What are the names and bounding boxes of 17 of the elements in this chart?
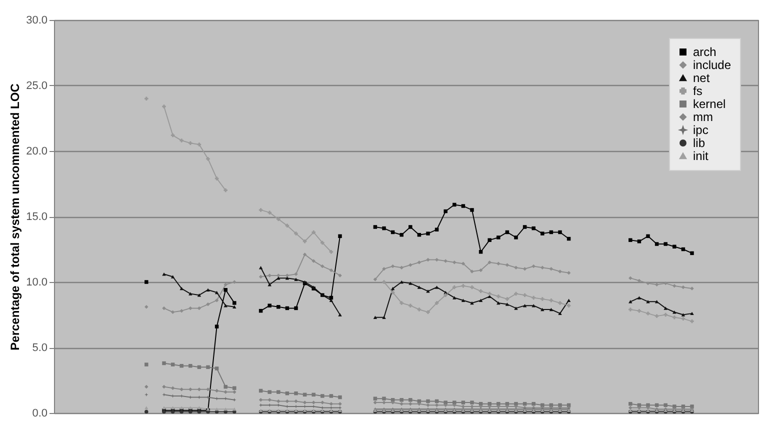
legend-label: net xyxy=(693,71,710,85)
legend-label: lib xyxy=(693,136,706,150)
y-axis-title: Percentage of total system uncommented LOC xyxy=(8,83,22,350)
y-tick-label: 15.0 xyxy=(26,211,48,223)
legend-label: include xyxy=(693,58,732,72)
y-tick-label: 20.0 xyxy=(26,146,48,158)
legend-label: arch xyxy=(693,45,716,59)
legend-label: mm xyxy=(693,110,713,124)
legend-label: kernel xyxy=(693,97,726,111)
y-tick-label: 0.0 xyxy=(32,408,48,420)
y-tick-label: 5.0 xyxy=(32,342,48,354)
legend-label: ipc xyxy=(693,123,708,137)
legend-label: fs xyxy=(693,84,702,98)
y-tick-label: 10.0 xyxy=(26,276,48,288)
y-tick-label: 25.0 xyxy=(26,80,48,92)
y-tick-label: 30.0 xyxy=(26,14,48,26)
legend-label: init xyxy=(693,149,710,163)
